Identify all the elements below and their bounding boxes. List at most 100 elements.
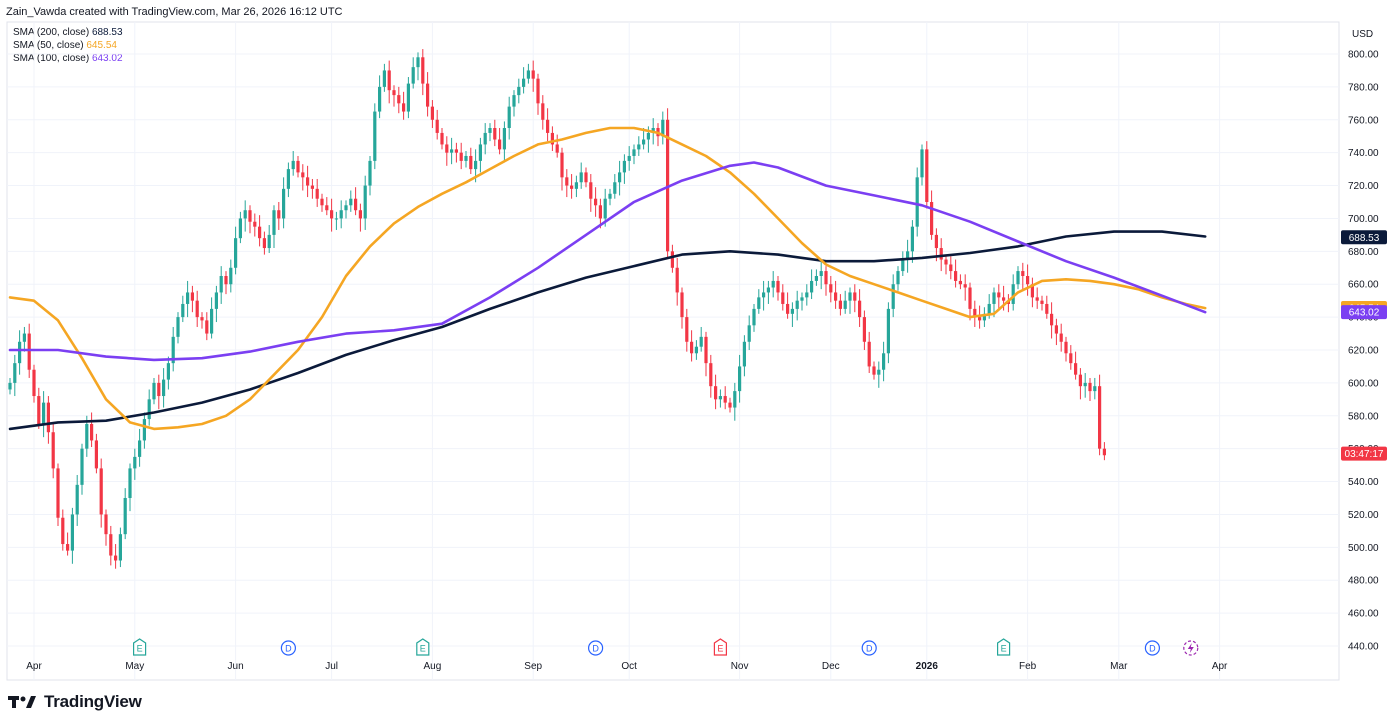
candle-body xyxy=(747,325,751,342)
event-marker-label: E xyxy=(717,644,723,654)
candle-body xyxy=(570,185,574,189)
candle-body xyxy=(944,259,948,265)
x-axis[interactable]: Apr May Jun Jul Aug Sep Oct Nov Dec 2026 Feb Mar Apr xyxy=(26,661,1228,672)
candle-body xyxy=(181,303,185,318)
moving-averages xyxy=(8,126,1207,431)
y-tick-label: 760.00 xyxy=(1348,115,1379,126)
grid-lines xyxy=(7,22,1339,680)
legend-sma100[interactable]: SMA (100, close) 643.02 xyxy=(13,52,123,65)
candle-body xyxy=(138,440,142,457)
candle-body xyxy=(1040,300,1044,304)
candle-body xyxy=(373,111,377,161)
candle-body xyxy=(738,366,742,392)
candle-body xyxy=(742,341,746,367)
chart-credit: Zain_Vawda created with TradingView.com,… xyxy=(6,6,343,18)
plot-frame xyxy=(6,21,1340,681)
candle-body xyxy=(771,280,775,288)
tradingview-logo-icon xyxy=(8,696,36,708)
candle-body xyxy=(22,333,26,342)
y-axis[interactable]: 440.00460.00480.00500.00520.00540.00560.… xyxy=(1348,50,1379,653)
candle-body xyxy=(848,292,852,301)
candle-body xyxy=(114,555,118,561)
candle-body xyxy=(430,106,434,120)
candle-body xyxy=(627,155,631,161)
candle-body xyxy=(123,498,127,535)
candle-body xyxy=(248,210,252,222)
candle-body xyxy=(13,363,17,383)
candle-body xyxy=(546,119,550,133)
candle-body xyxy=(939,248,943,260)
candle-body xyxy=(987,303,991,314)
candle-body xyxy=(32,369,36,397)
candle-body xyxy=(210,308,214,334)
candle-body xyxy=(584,172,588,183)
candle-body xyxy=(930,202,934,235)
candle-body xyxy=(685,317,689,342)
candle-body xyxy=(238,218,242,239)
candle-body xyxy=(1030,284,1034,298)
candle-body xyxy=(445,144,449,153)
legend-sma200[interactable]: SMA (200, close) 688.53 xyxy=(13,26,123,39)
candle-body xyxy=(920,149,924,178)
candle-body xyxy=(157,382,161,397)
candle-body xyxy=(502,128,506,150)
candle-body xyxy=(858,300,862,318)
x-tick-label: 2026 xyxy=(916,661,939,672)
candle-body xyxy=(805,292,809,298)
candle-body xyxy=(190,292,194,301)
event-marker-label: D xyxy=(592,644,599,654)
candle-body xyxy=(267,234,271,249)
candle-body xyxy=(517,86,521,96)
candle-body xyxy=(142,419,146,441)
x-tick-label: Nov xyxy=(731,661,749,672)
y-tick-label: 460.00 xyxy=(1348,609,1379,620)
candle-body xyxy=(757,297,761,309)
earnings-marker xyxy=(997,638,1011,656)
candle-body xyxy=(469,155,473,170)
tradingview-logo[interactable]: TradingView xyxy=(8,692,142,712)
candle-body xyxy=(522,78,526,87)
event-marker-label: D xyxy=(866,644,873,654)
candle-body xyxy=(18,341,22,364)
candle-body xyxy=(330,210,334,219)
candle-body xyxy=(651,128,655,133)
candle-body xyxy=(526,70,530,79)
candle-body xyxy=(133,456,137,469)
candle-body xyxy=(786,303,790,314)
candle-body xyxy=(829,284,833,293)
price-tag-box xyxy=(1341,305,1387,320)
candle-body xyxy=(61,517,65,545)
candle-body xyxy=(781,292,785,304)
candle-body xyxy=(536,78,540,104)
currency-label[interactable]: USD xyxy=(1352,29,1374,40)
legend-sma100-value: 643.02 xyxy=(91,53,123,64)
candle-body xyxy=(426,83,430,107)
candle-body xyxy=(296,160,300,173)
candle-body xyxy=(8,382,12,390)
candle-body xyxy=(949,264,953,272)
candle-body xyxy=(598,205,602,219)
legend-sma50-label: SMA (50, close) xyxy=(13,40,84,51)
candle-body xyxy=(934,234,938,249)
x-tick-label: Apr xyxy=(1212,661,1228,672)
candle-body xyxy=(253,221,257,227)
candle-body xyxy=(262,238,266,249)
x-tick-label: Oct xyxy=(621,661,637,672)
y-tick-label: 440.00 xyxy=(1348,642,1379,653)
candle-body xyxy=(272,210,276,235)
x-tick-label: Aug xyxy=(424,661,442,672)
candle-body xyxy=(1059,333,1063,342)
candle-body xyxy=(229,267,233,285)
candle-body xyxy=(968,287,972,309)
x-tick-label: Sep xyxy=(524,661,542,672)
candle-body xyxy=(925,149,929,202)
x-tick-label: Feb xyxy=(1019,661,1037,672)
candle-body xyxy=(214,292,218,309)
candle-body xyxy=(872,366,876,375)
legend-sma50[interactable]: SMA (50, close) 645.54 xyxy=(13,39,123,52)
candle-body xyxy=(474,160,478,170)
candle-body xyxy=(435,119,439,133)
candle-body xyxy=(646,132,650,140)
